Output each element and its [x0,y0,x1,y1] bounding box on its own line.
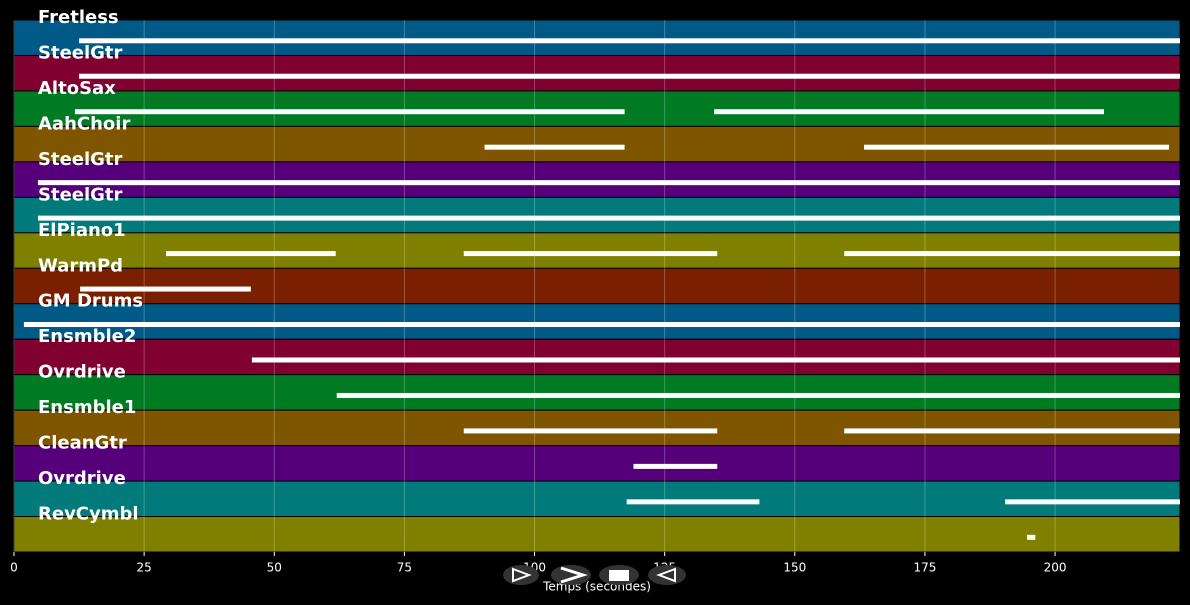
x-tick-label: 175 [913,561,936,575]
note-run [463,251,718,257]
track-label: Fretless [38,7,119,28]
track-label: SteelGtr [38,149,123,170]
plot: Fretless SteelGtr AltoSax AahChoir SteelGtr S… [10,7,1181,575]
note-run [714,109,1105,115]
note-run [23,322,1181,328]
track-band [13,267,1181,305]
track-label: GM Drums [38,291,143,312]
track-band [13,480,1181,518]
x-tick-label: 0 [10,561,18,575]
note-run [74,109,625,115]
x-tick-label: 50 [267,561,282,575]
track-label: Ensmble1 [38,397,136,418]
track-band [13,516,1181,553]
x-tick-label: 200 [1044,561,1067,575]
play-button[interactable] [503,565,539,585]
track-label: RevCymbl [38,504,139,525]
note-run [1026,534,1036,540]
track-band [13,303,1181,340]
note-run [336,392,1180,398]
note-run [484,144,625,150]
track-label: Ensmble2 [38,326,136,347]
note-run [37,215,1181,221]
note-run [844,428,1180,434]
track-band [13,19,1181,56]
stop-button[interactable] [599,565,639,585]
note-run [864,144,1170,150]
track-label: AahChoir [38,113,130,134]
back-button[interactable] [648,565,686,585]
track-band [13,232,1181,269]
note-run [1005,499,1180,505]
track-band [13,374,1181,411]
track-band [13,338,1181,376]
forward-button[interactable] [551,565,591,585]
note-run [463,428,718,434]
note-run [79,73,1180,79]
note-run [633,463,718,469]
track-band [13,161,1181,198]
track-label: SteelGtr [38,42,123,63]
note-run [37,180,1181,186]
x-tick-label: 75 [397,561,412,575]
track-band [13,445,1181,482]
track-band [13,196,1181,234]
x-tick-label: 150 [783,561,806,575]
track-label: Ovrdrive [38,362,126,383]
note-run [626,499,760,505]
track-label: Ovrdrive [38,468,126,489]
track-label: AltoSax [38,78,116,99]
track-band [13,409,1181,447]
track-band [13,54,1181,92]
track-label: WarmPd [38,255,123,276]
track-label: ElPiano1 [38,220,126,241]
note-run [79,38,1180,44]
note-run [165,251,336,257]
playback-controls [503,565,686,585]
note-run [251,357,1180,363]
note-run [844,251,1180,257]
track-band [13,90,1181,127]
note-run [80,286,251,292]
track-label: SteelGtr [38,184,123,205]
track-band [13,125,1181,163]
track-label: CleanGtr [38,433,127,454]
x-tick-label: 25 [136,561,151,575]
